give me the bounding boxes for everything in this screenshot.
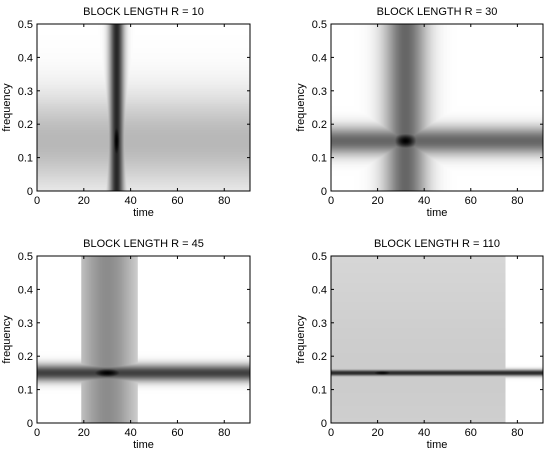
panel-2: 0 20 40 60 80 0 0.1 0.2 0.3 0.4 0.5 BLOCK LENGTH R …: [295, 6, 544, 219]
x-tick-label: 20: [78, 195, 90, 207]
x-axis-label: time: [133, 439, 154, 451]
y-axis-label: frequency: [1, 315, 13, 364]
panel-1: 0 20 40 60 80 0 0.1 0.2 0.3 0.4 0.5 BLOCK LENGTH R …: [1, 6, 251, 219]
x-tick-label: 40: [125, 195, 137, 207]
x-axis-label: time: [133, 207, 154, 219]
y-tick-label: 0.2: [18, 119, 33, 131]
y-axis-label: frequency: [295, 83, 307, 132]
axes-frame: [36, 23, 251, 192]
x-tick-label: 40: [418, 195, 430, 207]
chart-title: BLOCK LENGTH R = 30: [377, 6, 498, 18]
x-tick-label: 80: [511, 427, 523, 439]
x-tick-label: 40: [125, 427, 137, 439]
chart-title: BLOCK LENGTH R = 110: [374, 238, 500, 250]
x-tick-label: 20: [371, 427, 383, 439]
x-tick-label: 20: [78, 427, 90, 439]
x-tick-label: 80: [218, 195, 230, 207]
heatmap-image: [37, 24, 250, 191]
x-axis-label: time: [427, 439, 448, 451]
panel-4: 0 20 40 60 80 0 0.1 0.2 0.3 0.4 0.5 BLOCK LENGTH R …: [295, 238, 544, 451]
y-axis-label: frequency: [1, 83, 13, 132]
y-tick-label: 0.2: [312, 119, 327, 131]
y-tick-label: 0.5: [18, 19, 33, 31]
x-tick-label: 0: [34, 427, 40, 439]
chart-title: BLOCK LENGTH R = 10: [83, 6, 204, 18]
x-tick-label: 0: [34, 195, 40, 207]
y-tick-label: 0.2: [18, 351, 33, 363]
y-tick-label: 0: [321, 186, 327, 198]
y-tick-label: 0.3: [18, 86, 33, 98]
y-tick-label: 0: [27, 186, 33, 198]
y-tick-label: 0.5: [312, 251, 327, 263]
axes-frame: [330, 255, 544, 424]
y-tick-label: 0.1: [312, 153, 327, 165]
y-tick-label: 0.5: [312, 19, 327, 31]
heatmap-image: [331, 24, 543, 191]
y-tick-label: 0.4: [18, 284, 33, 296]
heatmap-image: [331, 256, 543, 423]
y-tick-label: 0.3: [312, 86, 327, 98]
x-tick-label: 60: [171, 427, 183, 439]
y-axis-label: frequency: [295, 315, 307, 364]
y-tick-label: 0: [321, 418, 327, 430]
x-tick-label: 20: [371, 195, 383, 207]
x-tick-label: 60: [465, 427, 477, 439]
x-tick-label: 0: [328, 427, 334, 439]
x-tick-label: 40: [418, 427, 430, 439]
axes-frame: [36, 255, 251, 424]
x-tick-label: 80: [218, 427, 230, 439]
y-tick-label: 0.1: [18, 153, 33, 165]
y-tick-label: 0.2: [312, 351, 327, 363]
y-tick-label: 0.5: [18, 251, 33, 263]
x-axis-label: time: [427, 207, 448, 219]
y-tick-label: 0.1: [312, 385, 327, 397]
y-tick-label: 0.1: [18, 385, 33, 397]
axes-frame: [330, 23, 544, 192]
y-tick-label: 0.4: [312, 284, 327, 296]
y-tick-label: 0.4: [18, 52, 33, 64]
y-tick-label: 0.3: [312, 318, 327, 330]
y-tick-label: 0.3: [18, 318, 33, 330]
x-tick-label: 0: [328, 195, 334, 207]
chart-title: BLOCK LENGTH R = 45: [83, 238, 204, 250]
y-tick-label: 0.4: [312, 52, 327, 64]
x-tick-label: 60: [465, 195, 477, 207]
heatmap-image: [37, 256, 250, 423]
panel-3: 0 20 40 60 80 0 0.1 0.2 0.3 0.4 0.5 BLOCK LENGTH R …: [1, 238, 251, 451]
y-tick-label: 0: [27, 418, 33, 430]
x-tick-label: 80: [511, 195, 523, 207]
x-tick-label: 60: [171, 195, 183, 207]
